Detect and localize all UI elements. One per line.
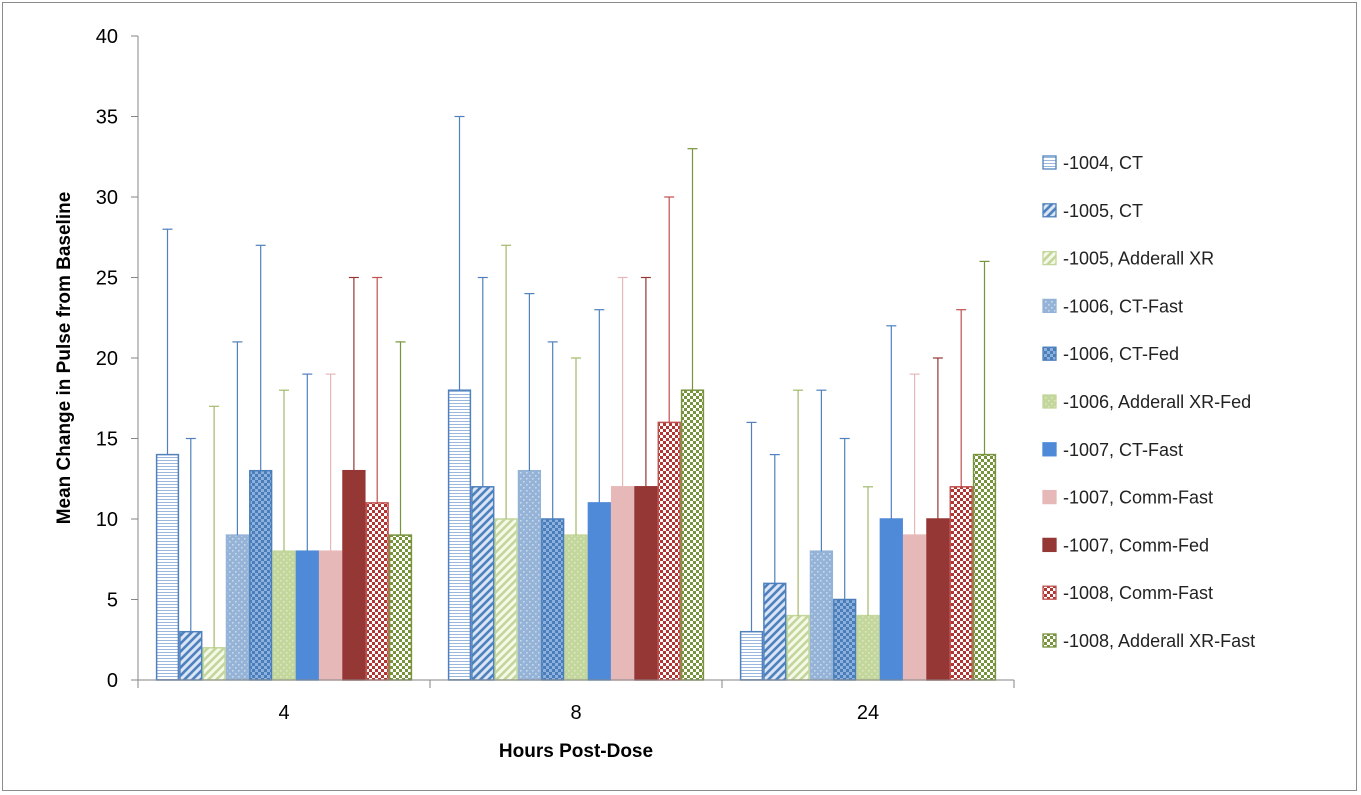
legend: -1004, CT -1005, CT -1005, Adderall XR -100…: [1042, 153, 1255, 651]
y-tick-label: 40: [96, 26, 118, 48]
legend-swatch: [1042, 585, 1057, 600]
bar-1-2: [763, 582, 787, 681]
x-tick-label: 4: [278, 702, 289, 724]
bar-9-1: [657, 421, 681, 681]
bar-4-1: [541, 518, 565, 681]
legend-label: -1006, CT-Fast: [1063, 296, 1183, 316]
bar-3-1: [517, 469, 542, 681]
bar-3-0: [225, 534, 250, 681]
legend-label: -1006, Adderall XR-Fed: [1063, 392, 1251, 412]
legend-label: -1008, Adderall XR-Fast: [1063, 631, 1255, 651]
y-tick-label: 0: [107, 670, 118, 692]
y-tick-label: 30: [96, 187, 118, 209]
y-tick-label: 15: [96, 429, 118, 451]
bar-9-0: [365, 502, 389, 681]
y-tick-label: 5: [107, 590, 118, 612]
y-axis-title: Mean Change in Pulse from Baseline: [54, 192, 75, 525]
legend-swatch: [1042, 298, 1057, 314]
legend-swatch: [1042, 489, 1057, 505]
bar-10-0: [388, 534, 413, 681]
legend-label: -1005, Adderall XR: [1063, 249, 1214, 269]
legend-label: -1007, Comm-Fed: [1063, 535, 1209, 555]
bar-8-2: [926, 518, 950, 681]
legend-swatch: [1042, 346, 1057, 361]
bar-7-2: [902, 534, 927, 681]
legend-label: -1008, Comm-Fast: [1063, 583, 1213, 603]
bar-0-1: [447, 389, 472, 681]
bar-2-1: [494, 518, 518, 681]
legend-swatch: [1042, 633, 1057, 648]
bar-7-1: [610, 486, 635, 681]
bar-10-1: [680, 389, 705, 681]
bar-1-0: [179, 630, 203, 681]
bar-0-2: [739, 630, 764, 681]
bar-2-2: [786, 614, 810, 681]
bar-7-0: [318, 550, 343, 681]
x-axis-title: Hours Post-Dose: [499, 741, 653, 762]
axes-layer: 0 5 10 15 20 25 30 35 40 4 8 24: [96, 26, 1015, 724]
bar-5-2: [856, 614, 880, 681]
legend-label: -1004, CT: [1063, 153, 1143, 173]
legend-label: -1007, CT-Fast: [1063, 440, 1183, 460]
bar-4-2: [833, 598, 857, 681]
bar-6-1: [587, 502, 611, 681]
legend-swatch: [1042, 442, 1057, 457]
y-tick-label: 20: [96, 348, 118, 370]
bar-6-2: [879, 518, 903, 681]
legend-swatch: [1042, 250, 1057, 266]
legend-swatch: [1042, 203, 1057, 218]
bar-5-1: [564, 534, 588, 681]
y-tick-label: 10: [96, 509, 118, 531]
legend-label: -1006, CT-Fed: [1063, 344, 1179, 364]
legend-swatch: [1042, 155, 1057, 170]
bars-layer: [155, 389, 997, 681]
bar-3-2: [809, 550, 834, 681]
bar-2-0: [202, 647, 226, 681]
bar-10-2: [972, 453, 997, 681]
legend-swatch: [1042, 394, 1057, 409]
bar-9-2: [949, 486, 973, 681]
x-tick-label: 24: [857, 702, 879, 724]
y-tick-label: 35: [96, 107, 118, 129]
y-tick-label: 25: [96, 268, 118, 290]
legend-label: -1007, Comm-Fast: [1063, 488, 1213, 508]
legend-label: -1005, CT: [1063, 201, 1143, 221]
bar-4-0: [249, 469, 273, 681]
bar-5-0: [272, 550, 296, 681]
bar-8-0: [342, 469, 366, 681]
legend-swatch: [1042, 537, 1057, 553]
x-tick-label: 8: [570, 702, 581, 724]
error-bars-layer: [162, 115, 990, 648]
bar-6-0: [295, 550, 319, 681]
bar-1-1: [471, 486, 495, 681]
bar-8-1: [634, 486, 658, 681]
bar-0-0: [155, 453, 180, 681]
